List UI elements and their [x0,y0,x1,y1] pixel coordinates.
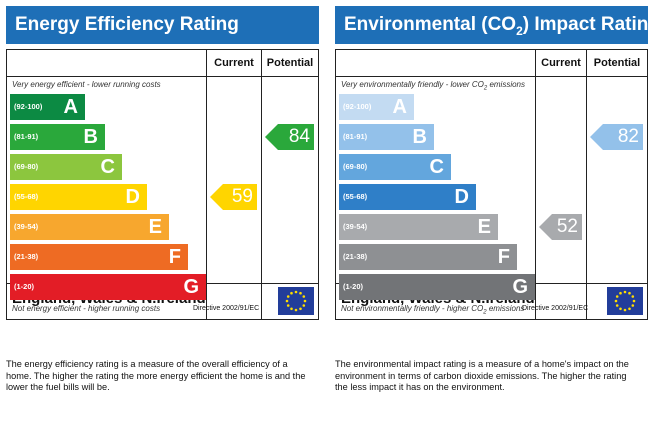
rating-band-f: (21-38) F [339,244,517,270]
environmental-grid: Current Potential Very environmentally f… [335,49,648,320]
rating-band-d: (55-68) D [339,184,476,210]
band-letter: E [477,216,491,238]
energy-grid: Current Potential Very energy efficient … [6,49,319,320]
potential-rating-arrow: 82 [590,124,643,150]
band-letter: E [148,216,162,238]
band-range: (55-68) [343,192,368,201]
band-letter: B [412,126,427,148]
rating-band-f: (21-38) F [10,244,188,270]
band-range: (55-68) [14,192,39,201]
current-rating-value: 59 [231,186,253,207]
current-header: Current [214,57,254,69]
current-rating-arrow: 59 [210,184,257,210]
rating-band-c: (69-80) C [10,154,122,180]
band-letter: C [100,156,115,178]
rating-band-d: (55-68) D [10,184,147,210]
column-divider [586,50,587,319]
potential-header: Potential [266,57,314,69]
rating-band-b: (81-91) B [10,124,105,150]
band-letter: C [429,156,444,178]
band-range: (69-80) [14,162,39,171]
band-range: (81-91) [343,132,368,141]
rating-band-a: (92-100) A [10,94,85,120]
band-letter: B [83,126,98,148]
current-rating-arrow: 52 [539,214,582,240]
energy-title: Energy Efficiency Rating [6,6,319,44]
rating-band-e: (39-54) E [10,214,169,240]
column-divider [261,50,262,319]
environmental-description: The environmental impact rating is a mea… [335,359,629,392]
column-divider [535,50,536,319]
eu-flag-icon [278,287,314,315]
band-letter: F [168,246,181,268]
band-letter: G [183,276,199,298]
band-range: (21-38) [343,252,368,261]
band-range: (69-80) [343,162,368,171]
band-letter: G [512,276,528,298]
band-letter: A [63,96,78,118]
directive-label: Directive 2002/91/EC [522,305,589,312]
bottom-note: Not environmentally friendly - higher CO… [341,304,525,316]
header-divider [7,76,318,77]
rating-band-g: (1-20) G [339,274,535,300]
rating-band-a: (92-100) A [339,94,414,120]
rating-band-e: (39-54) E [339,214,498,240]
band-range: (92-100) [343,102,372,111]
bottom-note: Not energy efficient - higher running co… [12,304,161,313]
top-note: Very energy efficient - lower running co… [12,80,161,89]
energy-description: The energy efficiency rating is a measur… [6,359,306,392]
top-note: Very environmentally friendly - lower CO… [341,80,526,92]
potential-rating-value: 82 [617,126,639,147]
band-range: (92-100) [14,102,43,111]
current-header: Current [541,57,581,69]
environmental-impact-panel: Environmental (CO2) Impact Rating Curren… [335,6,655,320]
band-letter: A [392,96,407,118]
environmental-title: Environmental (CO2) Impact Rating [335,6,655,44]
energy-efficiency-panel: Energy Efficiency Rating Current Potenti… [6,6,319,320]
rating-band-c: (69-80) C [339,154,451,180]
band-range: (39-54) [343,222,368,231]
potential-rating-value: 84 [288,126,310,147]
potential-header: Potential [593,57,641,69]
eu-flag-icon [607,287,643,315]
band-range: (1-20) [14,282,35,291]
band-range: (81-91) [14,132,39,141]
potential-rating-arrow: 84 [265,124,314,150]
rating-band-g: (1-20) G [10,274,206,300]
directive-label: Directive 2002/91/EC [193,305,260,312]
band-range: (1-20) [343,282,364,291]
band-range: (21-38) [14,252,39,261]
band-letter: D [454,186,469,208]
band-letter: F [497,246,510,268]
current-rating-value: 52 [556,216,578,237]
header-divider [336,76,647,77]
column-divider [206,50,207,319]
band-range: (39-54) [14,222,39,231]
rating-band-b: (81-91) B [339,124,434,150]
band-letter: D [125,186,140,208]
